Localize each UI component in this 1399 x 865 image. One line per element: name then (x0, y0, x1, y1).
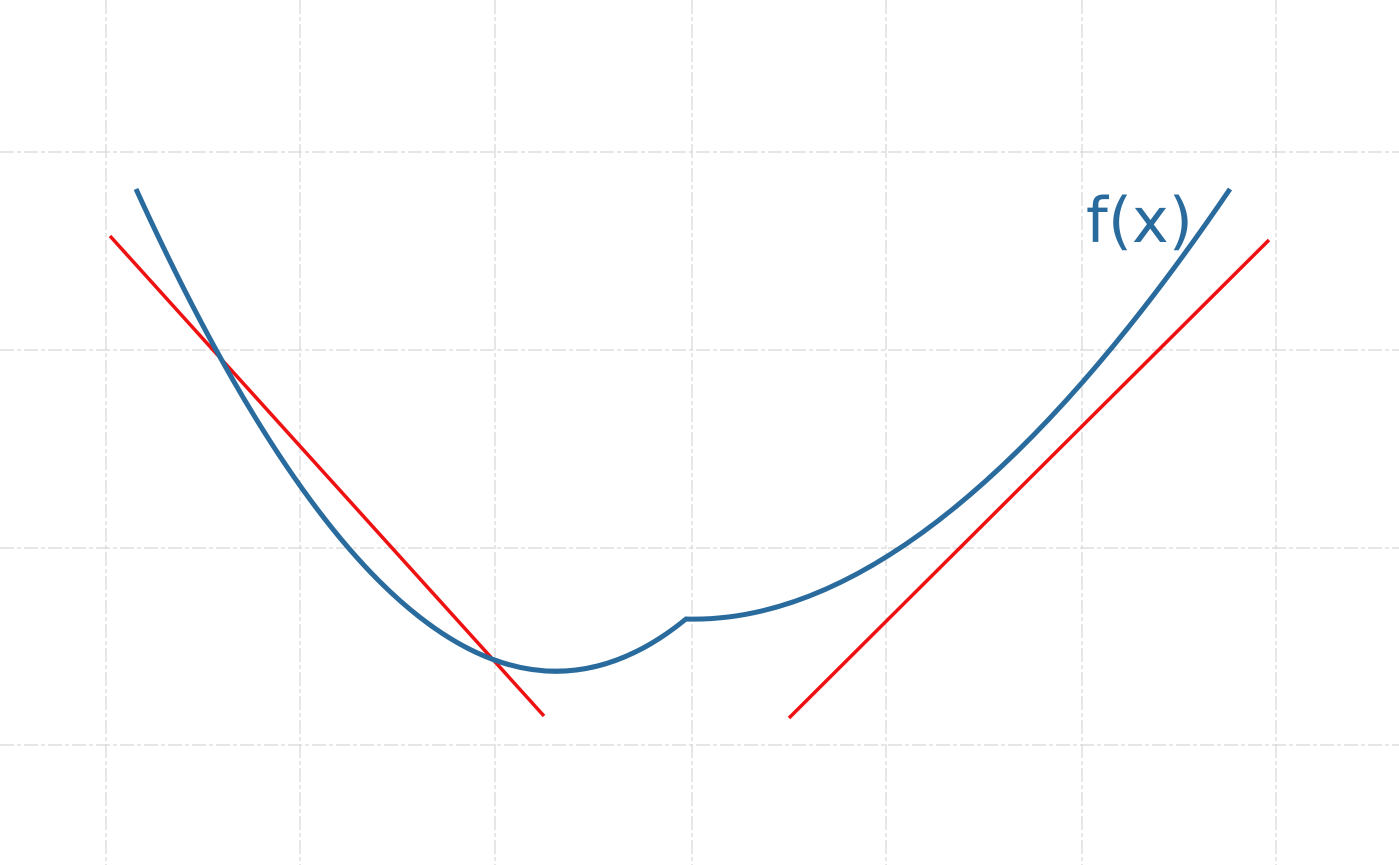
tangent-line-left (108, 234, 546, 718)
function-label: f(x) (1086, 184, 1193, 257)
tangent-line-right (787, 238, 1271, 720)
function-curve (133, 187, 1233, 674)
